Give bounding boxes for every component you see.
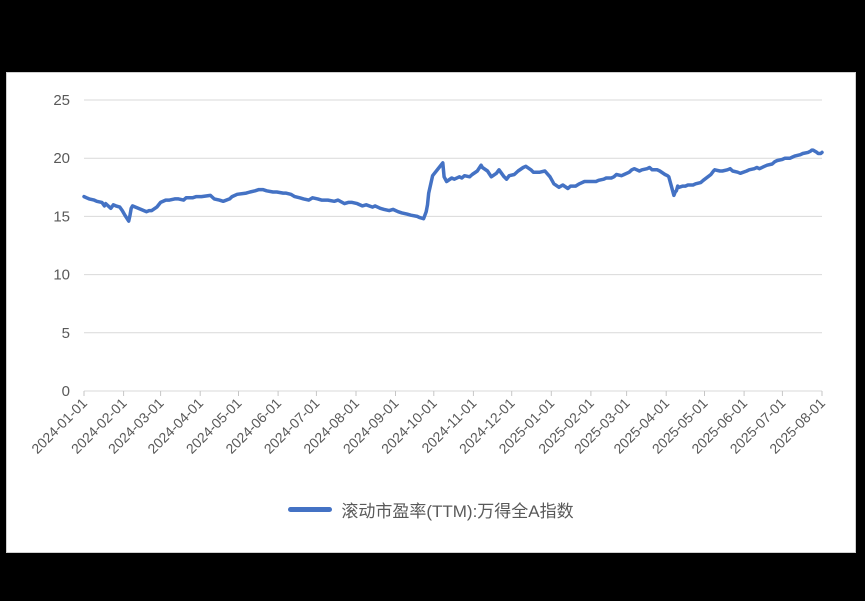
- y-axis-tick-label: 5: [62, 325, 70, 342]
- y-axis-tick-label: 0: [62, 383, 70, 400]
- y-axis-tick-label: 20: [53, 150, 70, 167]
- y-axis-tick-label: 15: [53, 208, 70, 225]
- y-axis-tick-label: 10: [53, 267, 70, 284]
- pe-ratio-line-chart: 05101520252024-01-012024-02-012024-03-01…: [28, 92, 828, 457]
- chart-panel: 0 5 10 15 20 25 2024-01-01 2024-02-01 2024-03-01…: [6, 72, 856, 553]
- series-line: [82, 148, 824, 223]
- legend-line-swatch: [288, 507, 333, 512]
- legend-series-label: 滚动市盈率(TTM):万得全A指数: [341, 502, 574, 521]
- legend: 滚动市盈率(TTM):万得全A指数: [7, 497, 855, 522]
- y-axis-tick-label: 25: [53, 92, 70, 109]
